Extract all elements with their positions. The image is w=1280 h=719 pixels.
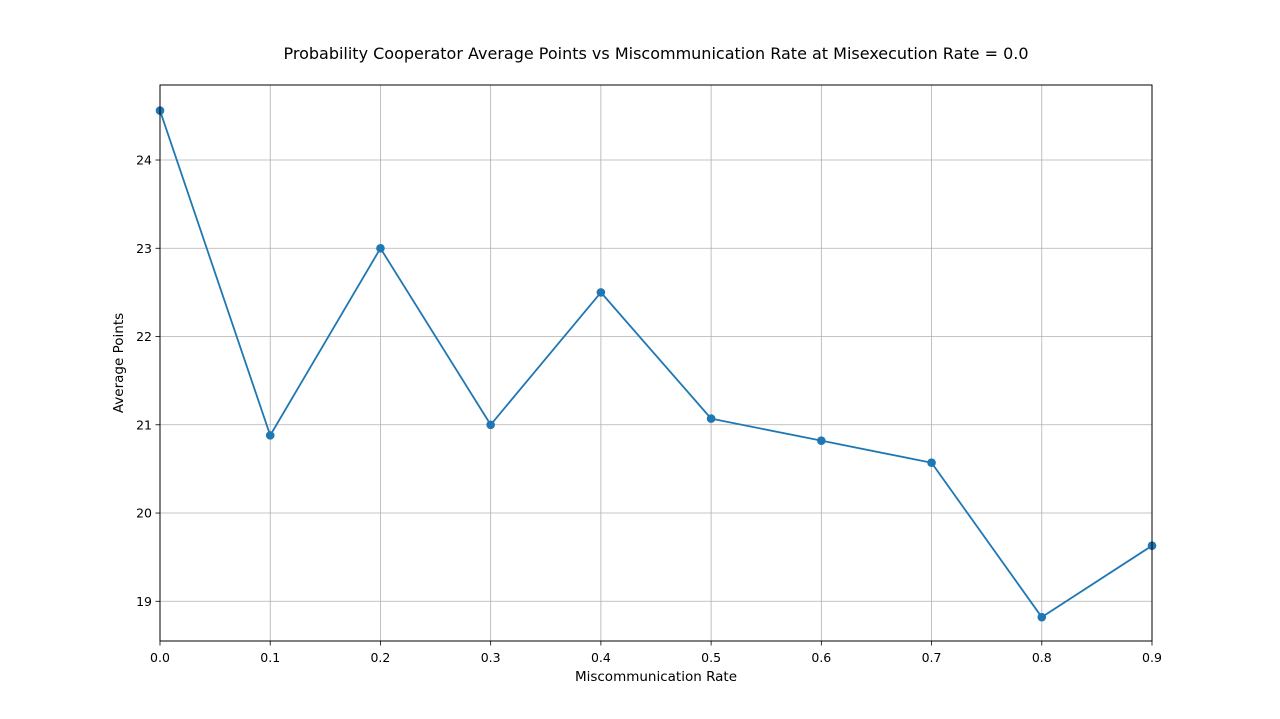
data-point bbox=[1037, 612, 1047, 622]
x-tick-label: 0.5 bbox=[701, 650, 721, 665]
axis-ticks: 0.0 0.1 0.2 0.3 0.4 0.5 0.6 0.7 0.8 0.9 19 20 21 22 23… bbox=[136, 153, 1162, 665]
y-tick-label: 23 bbox=[136, 241, 152, 256]
grid bbox=[159, 85, 1153, 641]
x-tick-label: 0.0 bbox=[150, 650, 170, 665]
x-tick-label: 0.4 bbox=[591, 650, 611, 665]
plot-frame bbox=[159, 84, 1153, 642]
x-axis-label: Miscommunication Rate bbox=[575, 669, 737, 685]
series-line bbox=[159, 110, 1153, 619]
x-tick-label: 0.6 bbox=[811, 650, 831, 665]
y-axis-label: Average Points bbox=[111, 313, 127, 413]
x-tick-label: 0.3 bbox=[481, 650, 501, 665]
chart-title: Probability Cooperator Average Points vs… bbox=[283, 44, 1028, 63]
x-tick-label: 0.9 bbox=[1142, 650, 1162, 665]
data-point bbox=[706, 414, 716, 423]
y-tick-label: 22 bbox=[136, 329, 152, 344]
x-tick-label: 0.2 bbox=[370, 650, 390, 665]
x-tick-label: 0.7 bbox=[922, 650, 942, 665]
data-point bbox=[265, 431, 275, 440]
data-point bbox=[486, 420, 495, 430]
x-tick-label: 0.1 bbox=[260, 650, 280, 665]
x-tick-label: 0.8 bbox=[1032, 650, 1052, 665]
data-point bbox=[927, 458, 936, 468]
y-tick-label: 19 bbox=[136, 594, 152, 609]
data-point bbox=[817, 436, 826, 445]
y-tick-label: 20 bbox=[136, 506, 152, 521]
y-tick-label: 24 bbox=[136, 153, 152, 168]
data-point bbox=[376, 243, 385, 253]
y-tick-label: 21 bbox=[136, 417, 152, 432]
data-point bbox=[596, 288, 606, 297]
series-layer bbox=[155, 106, 1157, 622]
